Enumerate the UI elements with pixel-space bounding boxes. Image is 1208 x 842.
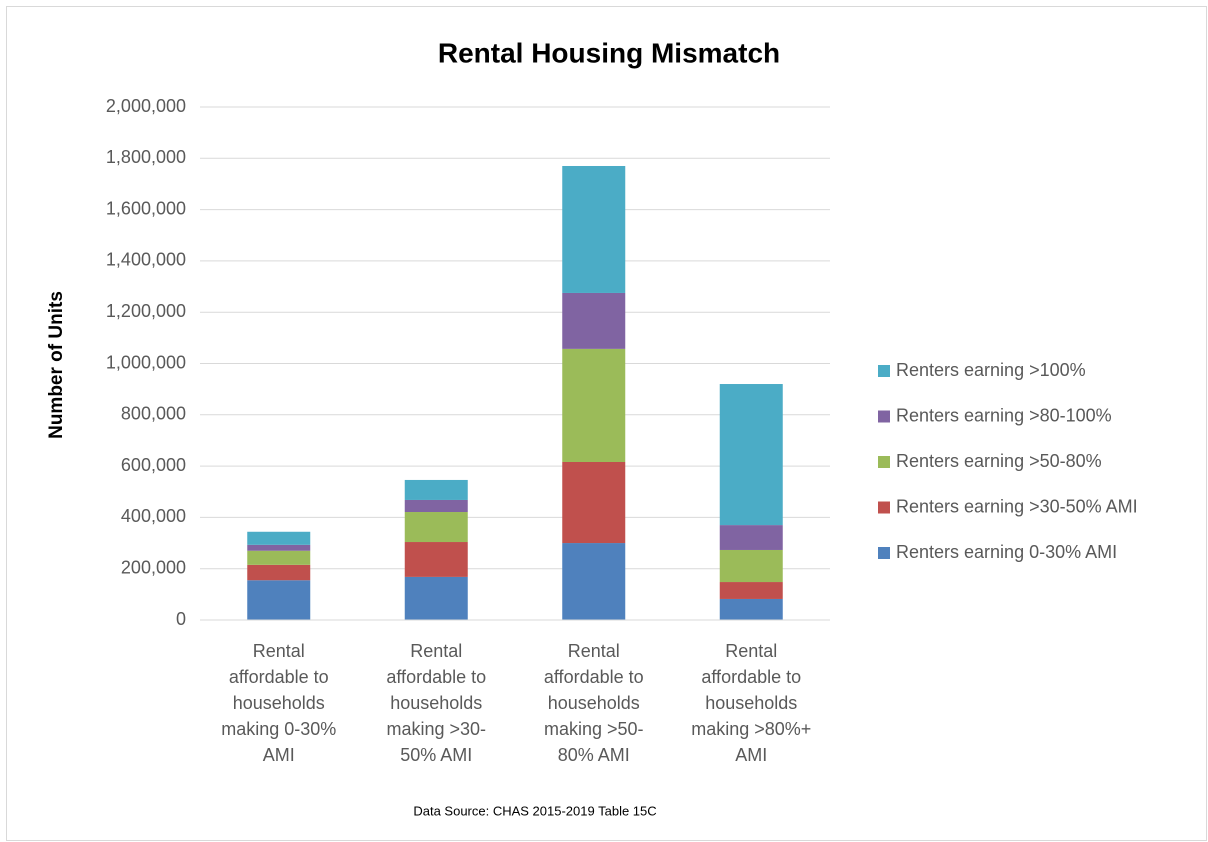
- x-tick-label: Rental affordable to households making >…: [543, 641, 644, 765]
- data-source: Data Source: CHAS 2015-2019 Table 15C: [413, 803, 656, 818]
- x-tick-label: Rental affordable to households making >…: [386, 641, 487, 765]
- legend-label: Renters earning >80-100%: [896, 405, 1112, 425]
- bar-segment: [404, 479, 468, 500]
- y-tick-label: 1,200,000: [106, 301, 186, 321]
- bar-segment: [404, 542, 468, 577]
- bar-segment: [247, 564, 311, 581]
- legend-swatch: [878, 547, 890, 559]
- y-tick-label: 600,000: [121, 455, 186, 475]
- bar-segment: [719, 525, 783, 550]
- chart-border: [6, 6, 1207, 841]
- bar-segment: [562, 292, 626, 349]
- bar-segment: [247, 550, 311, 565]
- x-tick-label: Rental affordable to households making 0…: [221, 641, 337, 765]
- bar-segment: [562, 165, 626, 293]
- y-tick-label: 2,000,000: [106, 96, 186, 116]
- chart-title: Rental Housing Mismatch: [438, 37, 780, 68]
- bar-segment: [719, 384, 783, 526]
- bar-segment: [404, 576, 468, 620]
- legend-swatch: [878, 410, 890, 423]
- bar-segment: [247, 531, 311, 545]
- y-axis-label: Number of Units: [46, 291, 67, 439]
- y-tick-label: 1,400,000: [106, 250, 186, 270]
- legend-label: Renters earning >100%: [896, 360, 1086, 380]
- x-tick-label: Rental affordable to households making >…: [691, 641, 812, 765]
- y-tick-label: 1,000,000: [106, 352, 186, 372]
- legend-label: Renters earning >30-50% AMI: [896, 496, 1138, 516]
- y-tick-label: 800,000: [121, 404, 186, 424]
- bar-segment: [719, 549, 783, 583]
- bar-segment: [562, 461, 626, 544]
- legend-label: Renters earning >50-80%: [896, 451, 1102, 471]
- bar-segment: [562, 348, 626, 462]
- y-tick-label: 1,600,000: [106, 198, 186, 218]
- bar-segment: [719, 582, 783, 599]
- y-tick-label: 0: [176, 609, 186, 629]
- bar-segment: [562, 543, 626, 620]
- legend-label: Renters earning 0-30% AMI: [896, 542, 1117, 562]
- legend-swatch: [878, 456, 890, 468]
- bar-segment: [247, 580, 311, 620]
- legend-swatch: [878, 365, 890, 377]
- legend-swatch: [878, 501, 890, 514]
- bar-segment: [404, 512, 468, 543]
- y-tick-label: 400,000: [121, 506, 186, 526]
- bar-segment: [404, 499, 468, 513]
- bar-segment: [247, 544, 311, 551]
- y-tick-label: 200,000: [121, 557, 186, 577]
- y-tick-label: 1,800,000: [106, 147, 186, 167]
- bar-segment: [719, 598, 783, 620]
